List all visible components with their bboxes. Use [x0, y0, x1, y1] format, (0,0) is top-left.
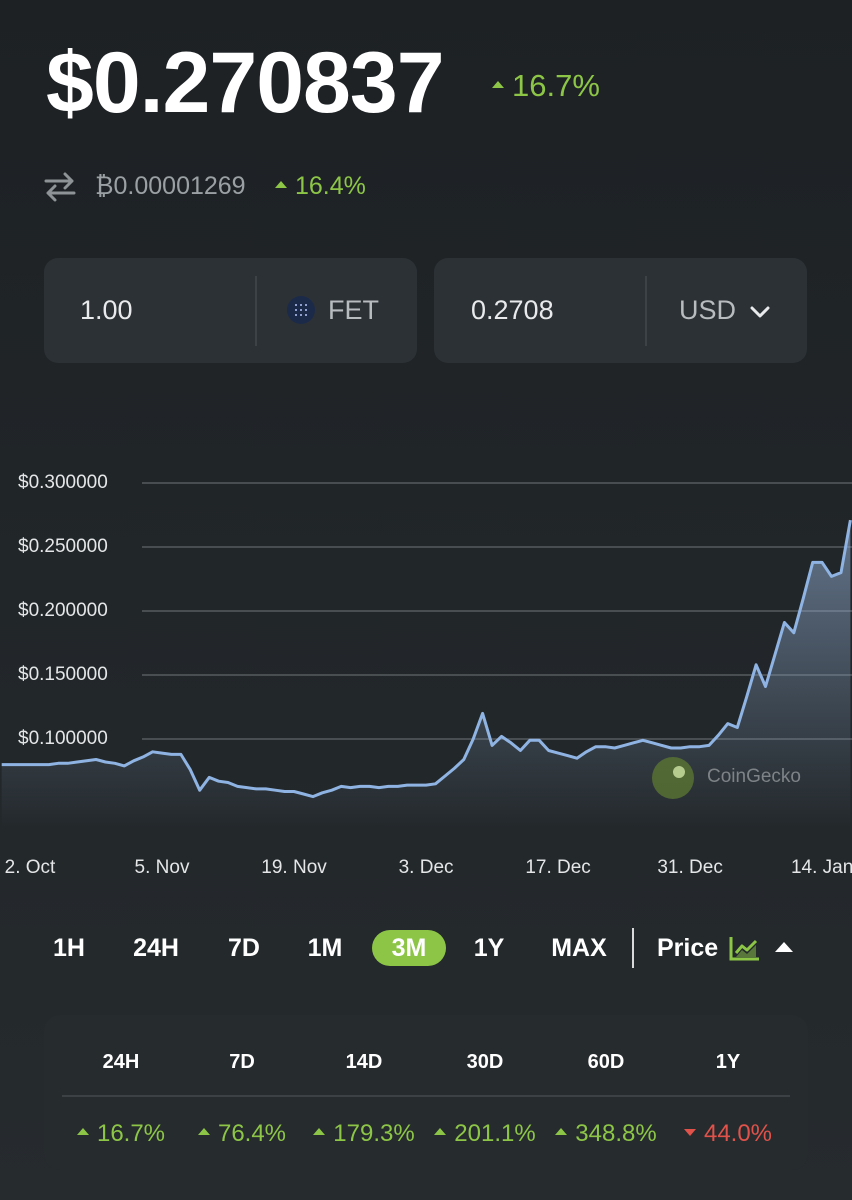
change-text: 16.4% — [295, 172, 366, 200]
collapse-icon[interactable] — [774, 940, 794, 954]
x-tick-label: 2. Oct — [5, 857, 56, 878]
amount[interactable]: 1.00 — [80, 295, 133, 325]
btc-price: ₿0.00001269 — [95, 172, 246, 200]
result[interactable]: 0.2708 — [471, 295, 554, 325]
stats-card — [44, 1015, 808, 1170]
up-arrow — [275, 180, 287, 188]
divider — [62, 1095, 790, 1097]
watermark: CoinGecko — [652, 757, 801, 799]
divider — [632, 928, 634, 968]
stat-header: 30D — [466, 1051, 504, 1073]
y-tick-label: $0.100000 — [18, 728, 108, 749]
up-arrow — [492, 81, 504, 89]
stat-text: 44.0% — [703, 1120, 773, 1147]
stat-header: 60D — [587, 1051, 625, 1073]
stat-text: 179.3% — [333, 1120, 415, 1147]
stat-value: 348.8% — [544, 1120, 668, 1148]
price: $0.270837 — [46, 35, 445, 131]
x-tick-label: 31. Dec — [657, 857, 722, 878]
up-arrow — [197, 1128, 210, 1136]
price-line — [1, 519, 852, 799]
timeframe-button[interactable]: 1M — [307, 934, 343, 962]
y-tick-label: $0.250000 — [18, 536, 108, 557]
up-arrow — [434, 1128, 447, 1136]
stat-value: 76.4% — [180, 1120, 304, 1148]
x-tick-label: 5. Nov — [135, 857, 190, 878]
x-tick-label: 17. Dec — [525, 857, 590, 878]
change-text: 16.7% — [512, 68, 600, 103]
timeframe-button[interactable]: 1H — [53, 934, 85, 962]
swap-icon[interactable] — [44, 172, 76, 202]
stat-value: 44.0% — [666, 1120, 790, 1148]
up-arrow — [555, 1128, 568, 1136]
timeframe-button[interactable]: 3M — [372, 930, 446, 966]
coin: FET — [328, 295, 379, 325]
stat-value: 179.3% — [302, 1120, 426, 1148]
timeframe-button[interactable]: 1Y — [473, 934, 505, 962]
stat-text: 16.7% — [96, 1120, 166, 1147]
timeframe-button[interactable]: 7D — [228, 934, 260, 962]
chart-mode-icon[interactable] — [729, 935, 761, 961]
price-area — [1, 520, 851, 829]
stat-header: 24H — [102, 1051, 140, 1073]
timeframe-button[interactable]: 24H — [133, 934, 179, 962]
x-tick-label: 14. Jan — [791, 857, 852, 878]
btc-change: 16.4% — [275, 172, 366, 201]
price-change: 16.7% — [492, 68, 600, 104]
chevron[interactable] — [749, 305, 771, 319]
x-tick-label: 3. Dec — [399, 857, 454, 878]
y-tick-label: $0.300000 — [18, 472, 108, 493]
stat-header: 1Y — [715, 1051, 741, 1073]
stat-text: 348.8% — [575, 1120, 657, 1147]
divider — [255, 276, 257, 346]
down-arrow — [683, 1129, 696, 1137]
stat-value: 16.7% — [59, 1120, 183, 1148]
stat-value: 201.1% — [423, 1120, 547, 1148]
up-arrow — [76, 1128, 89, 1136]
stat-header: 14D — [345, 1051, 383, 1073]
currency-input[interactable]: 0.2708 USD — [434, 258, 807, 363]
y-tick-label: $0.200000 — [18, 600, 108, 621]
watermark-text: CoinGecko — [707, 766, 801, 787]
stat-text: 201.1% — [454, 1120, 536, 1147]
coin-icon — [287, 296, 315, 324]
coin-input[interactable]: 1.00 FET — [44, 258, 417, 363]
timeframe-button[interactable]: MAX — [551, 934, 607, 962]
stat-header: 7D — [229, 1051, 255, 1073]
x-tick-label: 19. Nov — [261, 857, 327, 878]
currency[interactable]: USD — [679, 295, 737, 325]
price-chart: $0.100000 $0.150000 $0.200000 $0.250000 $0.3… — [1, 472, 852, 878]
y-tick-label: $0.150000 — [18, 664, 108, 685]
divider — [645, 276, 647, 346]
stat-text: 76.4% — [217, 1120, 287, 1147]
up-arrow — [313, 1128, 326, 1136]
mode-label[interactable]: Price — [657, 934, 719, 962]
